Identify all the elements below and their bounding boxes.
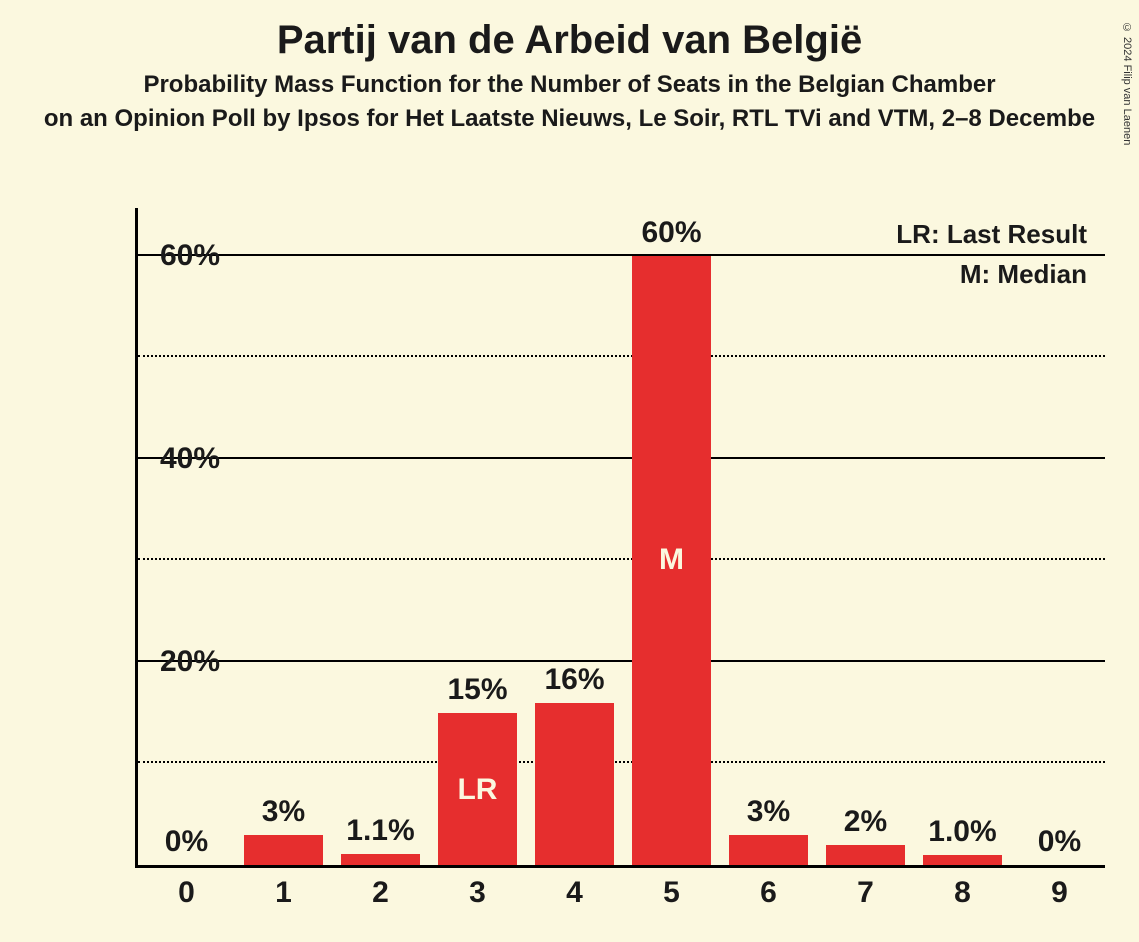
bar: 1.0%	[923, 855, 1003, 865]
bar: 3%	[729, 835, 809, 865]
x-tick-label: 7	[857, 876, 874, 910]
bar-value-label: 16%	[535, 663, 615, 697]
gridline-major	[138, 457, 1105, 459]
gridline-major	[138, 254, 1105, 256]
x-tick-label: 3	[469, 876, 486, 910]
x-tick-label: 2	[372, 876, 389, 910]
bar-value-label: 3%	[729, 795, 809, 829]
y-tick-label: 20%	[160, 645, 220, 679]
x-tick-label: 9	[1051, 876, 1068, 910]
x-tick-label: 8	[954, 876, 971, 910]
chart-title: Partij van de Arbeid van België	[0, 18, 1139, 63]
y-tick-label: 40%	[160, 442, 220, 476]
y-tick-label: 60%	[160, 239, 220, 273]
plot-area: LR: Last Result M: Median 20%40%60%0%03%…	[135, 208, 1105, 868]
gridline-major	[138, 660, 1105, 662]
x-tick-label: 0	[178, 876, 195, 910]
bar-marker: LR	[438, 773, 518, 807]
bar-value-label: 15%	[438, 673, 518, 707]
bar: 16%	[535, 703, 615, 865]
x-tick-label: 1	[275, 876, 292, 910]
gridline-minor	[138, 761, 1105, 763]
bar: 60%M	[632, 256, 712, 865]
gridline-minor	[138, 558, 1105, 560]
gridline-minor	[138, 355, 1105, 357]
bar-value-label: 1.1%	[341, 814, 421, 848]
bar: 2%	[826, 845, 906, 865]
bar: 15%LR	[438, 713, 518, 865]
bar-value-label: 0%	[1020, 825, 1100, 859]
bar: 1.1%	[341, 854, 421, 865]
legend-entry-lr: LR: Last Result	[896, 214, 1087, 254]
bar-value-label: 3%	[244, 795, 324, 829]
legend-entry-m: M: Median	[896, 254, 1087, 294]
bar: 3%	[244, 835, 324, 865]
bar-value-label: 1.0%	[923, 815, 1003, 849]
x-tick-label: 6	[760, 876, 777, 910]
bar-chart: LR: Last Result M: Median 20%40%60%0%03%…	[40, 208, 1120, 918]
bar-marker: M	[632, 543, 712, 577]
copyright-text: © 2024 Filip van Laenen	[1121, 22, 1133, 145]
bar-value-label: 2%	[826, 805, 906, 839]
chart-subtitle-2: on an Opinion Poll by Ipsos for Het Laat…	[0, 105, 1139, 133]
x-tick-label: 4	[566, 876, 583, 910]
chart-subtitle: Probability Mass Function for the Number…	[0, 71, 1139, 99]
x-tick-label: 5	[663, 876, 680, 910]
bar-value-label: 0%	[147, 825, 227, 859]
bar-value-label: 60%	[632, 216, 712, 250]
